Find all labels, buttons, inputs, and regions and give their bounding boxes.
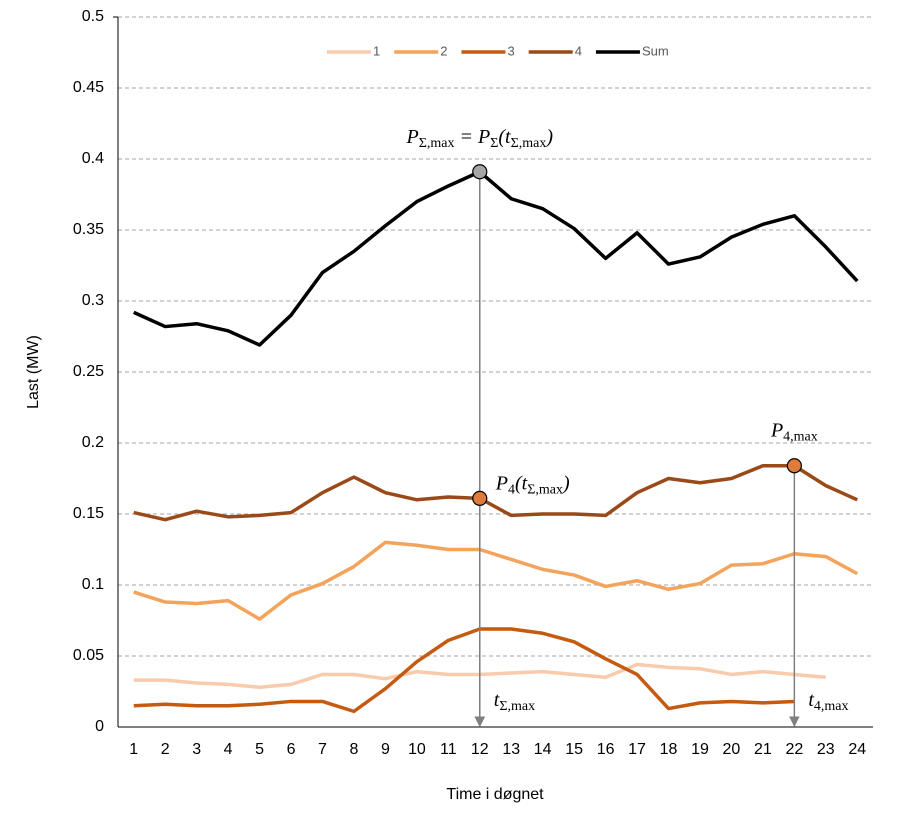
x-tick-label: 14 [534,741,552,758]
annotation-marker [786,458,802,474]
x-tick-label: 11 [440,741,457,758]
y-tick-label: 0.05 [73,647,104,664]
x-axis-title: Time i døgnet [446,786,544,803]
y-tick-label: 0.2 [82,434,104,451]
x-tick-label: 9 [381,741,390,758]
legend-label: 4 [575,43,582,58]
annotation-marker [472,164,488,180]
y-tick-label: 0.3 [82,292,104,309]
annotation-end-label-sub: 4,max [814,699,849,714]
annotation-label-sub: 4,max [783,430,818,445]
x-tick-label: 4 [224,741,233,758]
annotation-label-part: (t [498,125,511,147]
legend-label: 1 [373,43,380,58]
x-tick-label: 19 [691,741,709,758]
y-axis-title: Last (MW) [25,335,42,409]
annotation-end-label-part: t [808,689,814,711]
annotation-label-part: = P [454,125,490,147]
annotation-label-sub: Σ [490,136,498,151]
x-tick-label: 3 [192,741,201,758]
series-line [133,170,859,347]
annotation-label-sub: 4 [508,483,515,498]
legend-label: 3 [507,43,514,58]
y-tick-label: 0.35 [73,221,104,238]
annotation-label: P4(tΣ,max) [495,472,570,498]
annotation-label-sub: Σ,max [419,136,455,151]
y-tick-label: 0.1 [82,576,104,593]
x-tick-label: 8 [349,741,358,758]
annotation-end-label-part: t [494,689,500,711]
annotation-label: PΣ,max = PΣ(tΣ,max) [406,125,554,151]
annotation-marker [472,490,488,506]
x-tick-label: 22 [785,741,803,758]
x-tick-label: 10 [408,741,426,758]
annotation-label-sub: Σ,max [511,136,547,151]
annotation-label-part: P [495,472,508,494]
annotation-end-label-sub: Σ,max [499,699,535,714]
series-line [133,463,858,522]
x-tick-label: 5 [255,741,264,758]
annotation-label-part: (t [515,472,528,494]
x-tick-label: 1 [129,741,138,758]
x-tick-label: 23 [817,741,835,758]
series-line [133,540,859,621]
annotation-label: P4,max [770,419,818,445]
x-tick-label: 17 [628,741,646,758]
x-tick-label: 15 [565,741,583,758]
annotation-label-part: ) [545,125,553,147]
annotation-label-part: ) [562,472,570,494]
x-tick-label: 20 [723,741,741,758]
annotation-end-label: tΣ,max [494,689,535,715]
y-tick-label: 0.45 [73,79,104,96]
x-tick-label: 16 [597,741,615,758]
x-tick-label: 21 [754,741,772,758]
x-tick-label: 18 [660,741,678,758]
annotation-label-sub: Σ,max [527,483,563,498]
y-tick-label: 0 [95,718,104,735]
y-tick-label: 0.25 [73,363,104,380]
legend-label: 2 [440,43,447,58]
x-tick-label: 24 [848,741,866,758]
x-tick-label: 7 [318,741,327,758]
y-tick-label: 0.5 [82,8,104,25]
x-tick-label: 13 [502,741,520,758]
x-tick-label: 12 [471,741,489,758]
x-tick-label: 6 [287,741,296,758]
y-tick-label: 0.4 [82,150,104,167]
series-line [133,627,795,714]
legend-label: Sum [642,43,669,58]
annotation-label-part: P [406,125,419,147]
annotation-end-label: t4,max [808,689,848,715]
y-tick-label: 0.15 [73,505,104,522]
x-tick-label: 2 [161,741,170,758]
annotation-label-part: P [770,419,783,441]
